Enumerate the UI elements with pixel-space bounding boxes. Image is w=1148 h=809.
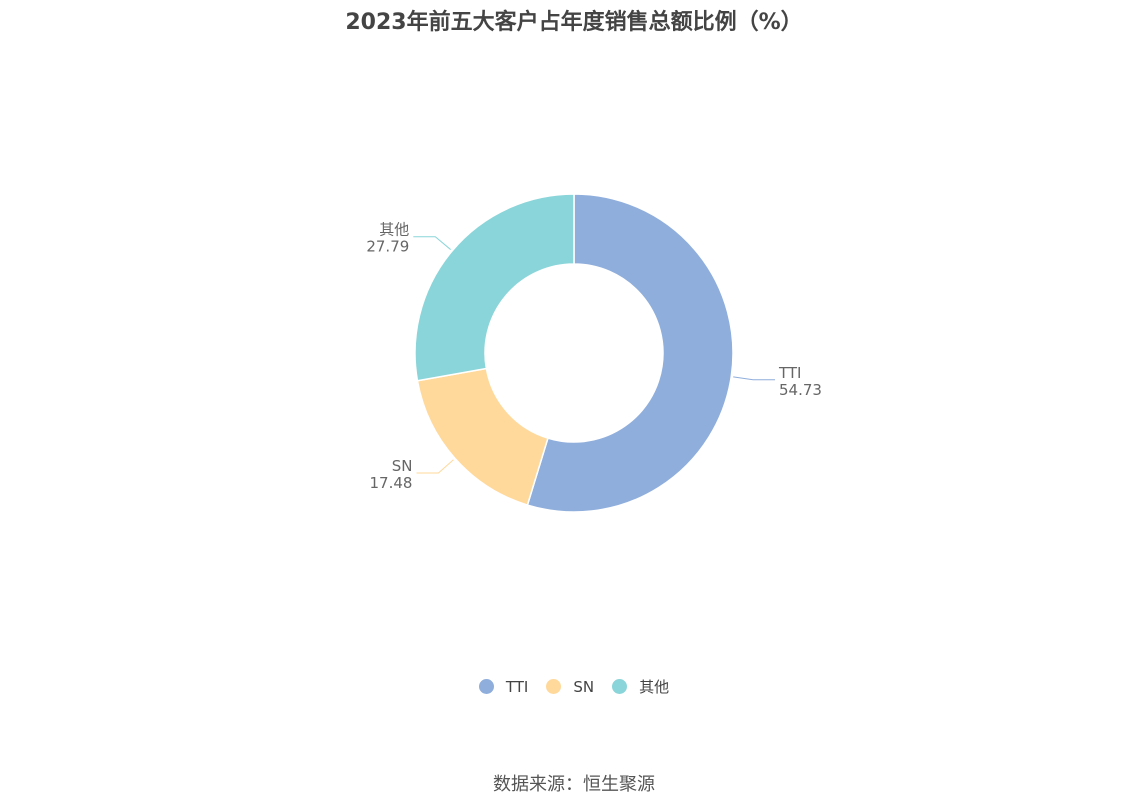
slice-label-value: 27.79 — [366, 238, 409, 256]
slice-tti[interactable] — [526, 193, 734, 513]
legend-item-sn[interactable]: SN — [546, 678, 594, 696]
slice-label-name: TTI — [778, 364, 802, 382]
legend-dot-sn — [546, 679, 562, 694]
legend: TTI SN 其他 — [0, 676, 1148, 697]
slice-label-value: 17.48 — [370, 474, 413, 492]
legend-dot-tti — [478, 679, 494, 694]
legend-dot-other — [612, 679, 628, 694]
slice-label-name: SN — [392, 457, 413, 475]
chart-title: 2023年前五大客户占年度销售总额比例（%） — [345, 10, 803, 35]
slice-label-name: 其他 — [379, 221, 409, 239]
slices-group — [414, 193, 734, 513]
legend-label-tti: TTI — [505, 677, 529, 696]
data-source: 数据来源：恒生聚源 — [493, 774, 655, 795]
legend-item-other[interactable]: 其他 — [612, 676, 669, 697]
legend-label-other: 其他 — [639, 678, 670, 696]
legend-item-tti[interactable]: TTI — [478, 677, 529, 696]
slice-label-value: 54.73 — [779, 381, 822, 399]
leader-line — [733, 376, 776, 381]
leader-line — [416, 459, 454, 474]
leader-line — [413, 236, 451, 250]
legend-label-sn: SN — [573, 677, 595, 696]
slice-other[interactable] — [414, 193, 575, 382]
slice-sn[interactable] — [416, 367, 549, 506]
